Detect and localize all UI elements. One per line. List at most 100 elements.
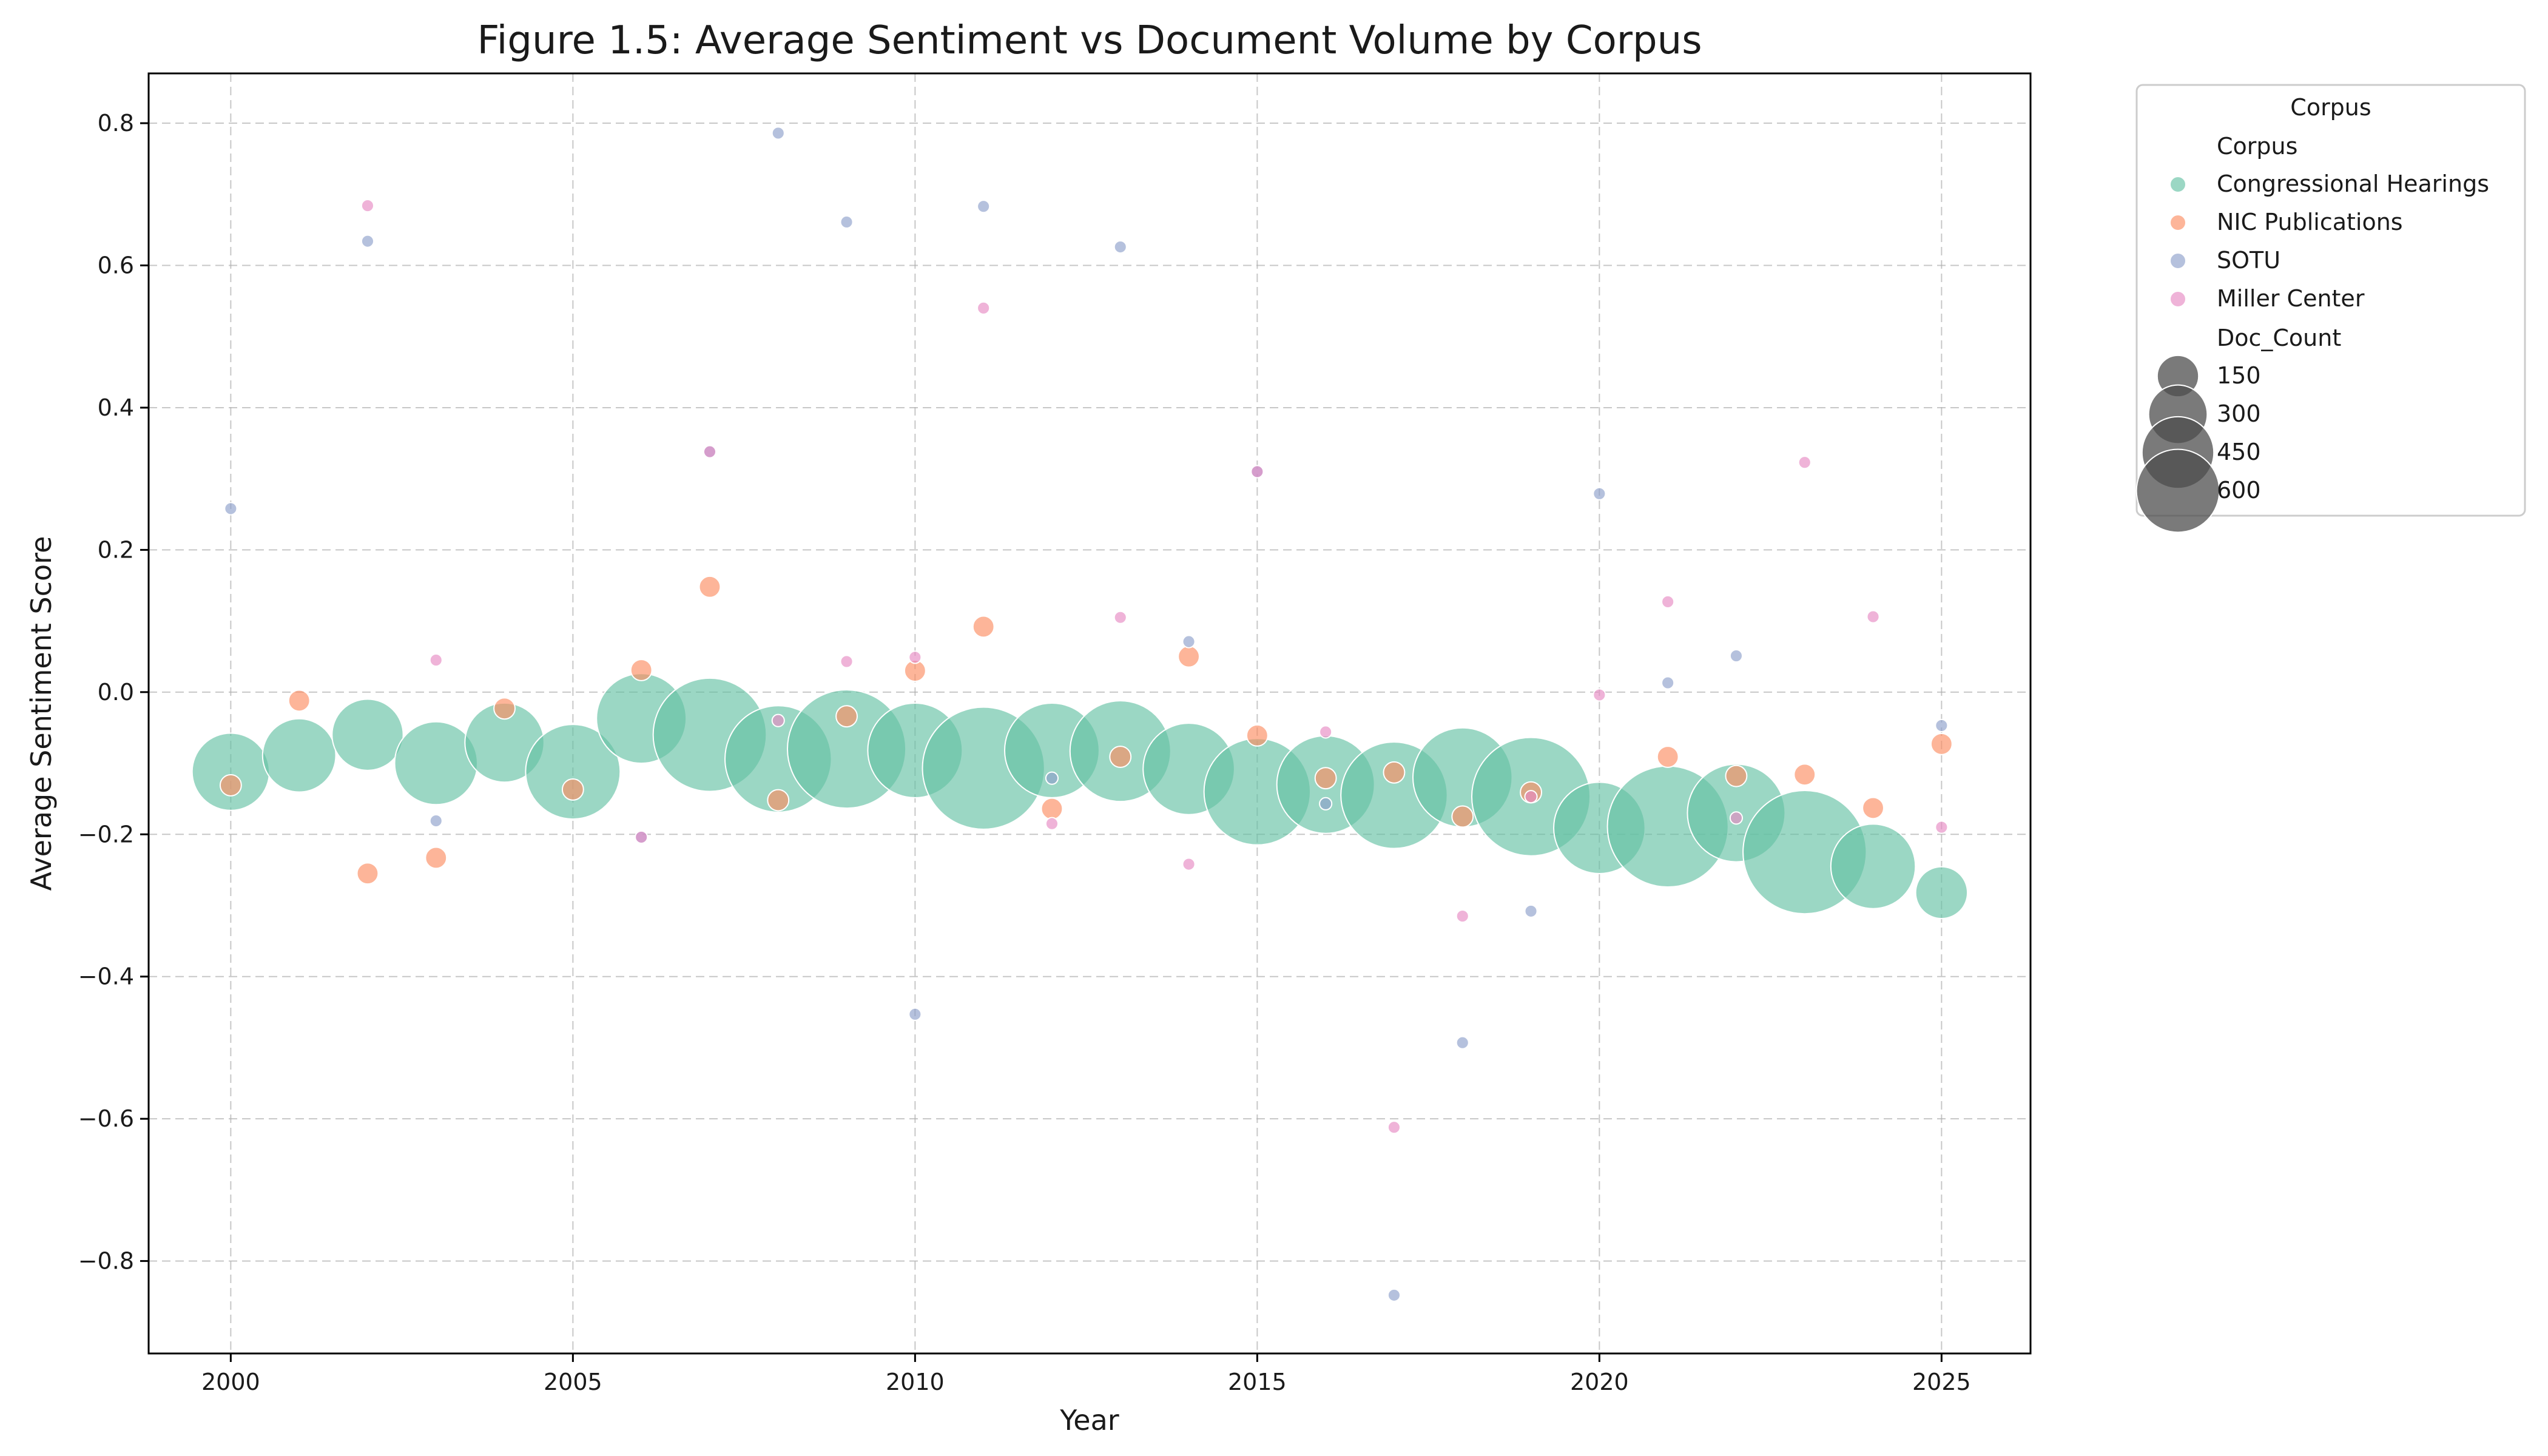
data-point — [1113, 240, 1127, 254]
legend-size-label: 150 — [2217, 362, 2261, 389]
data-point — [1793, 763, 1816, 786]
legend: Corpus Corpus Congressional Hearings NIC … — [2135, 84, 2526, 533]
y-axis-label: Average Sentiment Score — [25, 536, 58, 891]
data-point — [1592, 487, 1606, 500]
y-tick-label: −0.2 — [78, 821, 134, 848]
data-point — [261, 718, 337, 793]
y-tick-label: 0.4 — [98, 394, 134, 421]
data-point — [1866, 610, 1880, 624]
legend-box — [2135, 84, 2526, 517]
legend-size-title: Doc_Count — [2217, 325, 2341, 351]
data-point — [1592, 688, 1606, 702]
data-point — [703, 445, 717, 459]
data-point — [1319, 797, 1333, 811]
y-tick-label: −0.6 — [78, 1105, 134, 1132]
data-point — [1113, 610, 1127, 624]
y-tick-label: 0.8 — [98, 110, 134, 136]
data-point — [1725, 764, 1748, 787]
axis-ticks: 2000 2005 2010 2015 2020 2025 −0.8 −0.6 −0.4 −0.2… — [78, 110, 1971, 1395]
data-point — [840, 655, 854, 669]
data-point — [1656, 746, 1679, 768]
data-point — [1830, 823, 1916, 909]
data-point — [635, 830, 649, 844]
data-point — [1915, 866, 1969, 920]
legend-size-label: 300 — [2217, 400, 2261, 427]
data-point — [972, 615, 995, 638]
legend-label: NIC Publications — [2217, 209, 2403, 235]
data-point — [1935, 820, 1949, 834]
legend-size-label: 450 — [2217, 439, 2261, 465]
data-point — [840, 215, 854, 229]
data-point — [429, 814, 443, 828]
x-tick-label: 2000 — [201, 1369, 260, 1395]
data-point — [394, 721, 479, 806]
data-point — [1109, 746, 1132, 768]
data-point — [1045, 817, 1059, 831]
x-tick-label: 2010 — [886, 1369, 945, 1395]
y-tick-label: −0.4 — [78, 963, 134, 990]
x-axis-label: Year — [1059, 1404, 1119, 1437]
data-point — [356, 862, 379, 885]
data-point — [835, 705, 858, 728]
data-point — [698, 575, 721, 598]
legend-title: Corpus — [2290, 94, 2371, 121]
data-point — [1040, 797, 1063, 820]
data-point — [1661, 676, 1675, 690]
data-point — [561, 778, 584, 801]
legend-series-entries: Congressional Hearings NIC Publications SO… — [2169, 170, 2489, 312]
data-point — [977, 301, 991, 315]
data-point — [1661, 595, 1675, 609]
data-point — [1250, 465, 1264, 479]
data-point — [1729, 649, 1744, 663]
data-point — [771, 126, 785, 140]
chart-title: Figure 1.5: Average Sentiment vs Documen… — [477, 18, 1702, 63]
legend-label: SOTU — [2217, 247, 2280, 274]
data-point — [1524, 790, 1538, 804]
y-tick-label: 0.0 — [98, 679, 134, 706]
legend-label: Miller Center — [2217, 285, 2365, 312]
data-point — [1935, 718, 1949, 732]
data-point — [1314, 767, 1337, 790]
data-point — [288, 689, 311, 712]
legend-marker — [2169, 291, 2186, 308]
data-point — [767, 789, 790, 812]
y-tick-label: 0.6 — [98, 252, 134, 279]
x-tick-label: 2015 — [1228, 1369, 1287, 1395]
data-point — [1245, 724, 1269, 747]
data-point — [1930, 732, 1953, 755]
data-point — [1178, 645, 1200, 668]
x-tick-label: 2005 — [544, 1369, 602, 1395]
data-point — [425, 846, 448, 869]
legend-size-entries: 150 300 450 600 — [2135, 354, 2261, 533]
legend-hue-title: Corpus — [2217, 133, 2297, 160]
legend-marker — [2169, 214, 2186, 231]
y-tick-label: 0.2 — [98, 536, 134, 563]
data-point — [630, 659, 653, 681]
data-point — [1524, 904, 1538, 918]
legend-size-marker — [2135, 448, 2220, 533]
data-point — [429, 653, 443, 667]
data-point — [191, 732, 270, 811]
legend-marker — [2169, 252, 2186, 269]
data-point — [1451, 805, 1474, 828]
data-point — [1182, 857, 1196, 871]
data-point — [1319, 725, 1333, 739]
data-point — [360, 198, 375, 213]
legend-label: Congressional Hearings — [2217, 170, 2489, 197]
data-point — [493, 697, 516, 720]
grid-lines — [149, 73, 2031, 1353]
data-point — [1387, 1288, 1401, 1302]
data-point — [525, 724, 621, 820]
data-point — [1387, 1121, 1401, 1134]
data-point — [1862, 797, 1884, 820]
data-point — [219, 774, 242, 797]
data-points — [191, 126, 1969, 1302]
data-point — [1798, 456, 1812, 470]
data-point — [1045, 771, 1059, 785]
y-tick-label: −0.8 — [78, 1248, 134, 1275]
legend-marker — [2169, 176, 2186, 193]
x-tick-label: 2020 — [1570, 1369, 1629, 1395]
data-point — [977, 200, 991, 214]
data-point — [1455, 909, 1469, 923]
